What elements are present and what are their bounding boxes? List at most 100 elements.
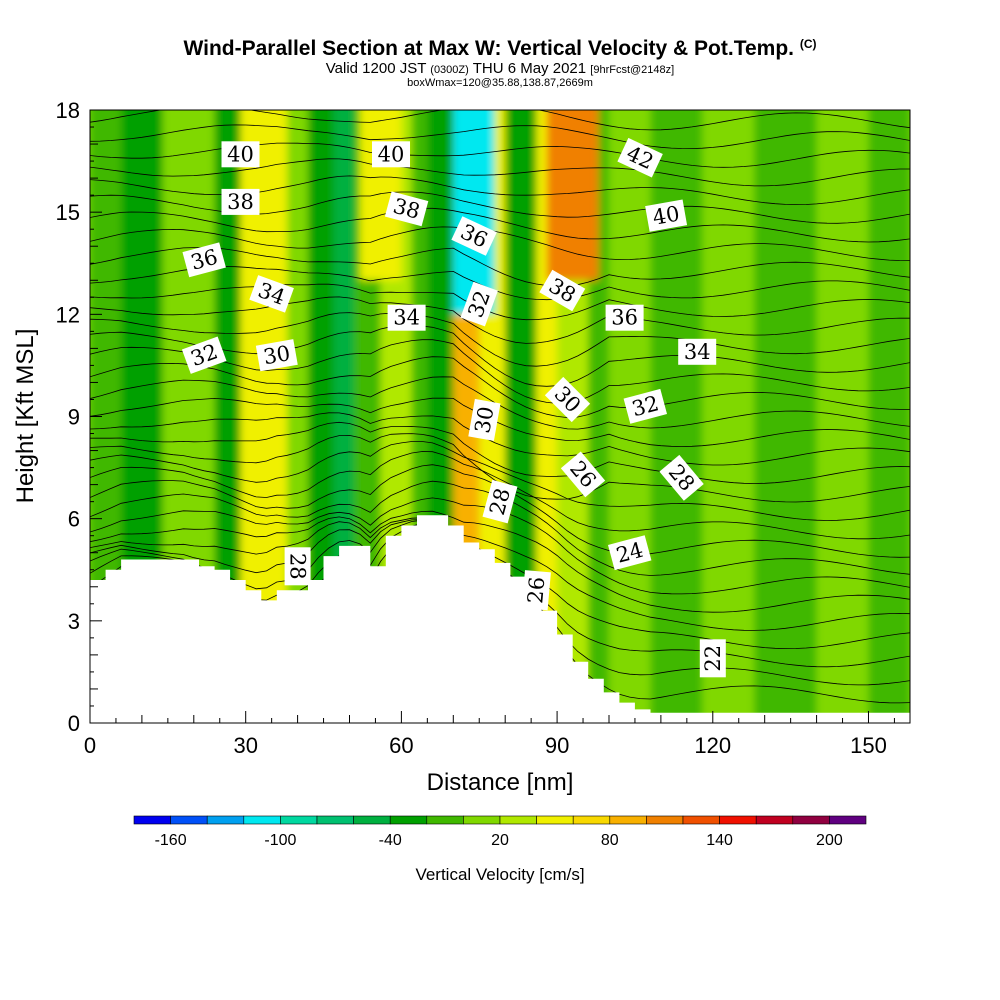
theta-label-text: 40 [651,201,681,229]
theta-contour-line [90,158,910,187]
theta-label: 40 [645,199,688,232]
theta-contour-line [90,356,910,419]
colorbar-swatch [646,815,684,825]
y-tick-label: 18 [56,98,80,123]
theta-contour-line [90,226,910,261]
theta-contour-line [90,339,910,404]
theta-label: 30 [468,398,501,441]
theta-label: 36 [182,242,226,278]
colorbar-tick-label: -40 [379,832,402,849]
colorbar-swatch [243,815,281,825]
colorbar-swatch [755,815,794,825]
colorbar-swatch [170,815,208,825]
theta-label: 28 [284,547,311,586]
valid-time: Valid 1200 JST [325,60,427,77]
theta-contour-line [90,451,910,540]
y-tick-label: 9 [68,405,80,430]
colorbar-swatch [133,815,171,825]
theta-contour-line [90,247,910,287]
terrain-profile [90,515,910,723]
colorbar-swatch [389,815,428,825]
theta-label: 28 [482,479,518,524]
y-tick-label: 6 [68,507,80,532]
theta-contour-line [90,266,910,301]
theta-label: 38 [221,188,260,215]
colorbar-swatch [792,815,830,825]
theta-label-text: 30 [262,341,292,369]
theta-label: 26 [521,570,551,611]
theta-label-text: 30 [470,405,498,435]
theta-label-text: 40 [378,142,405,166]
theta-contour-line [90,412,910,466]
chart-title: Wind-Parallel Section at Max W: Vertical… [0,37,1000,61]
colorbar-swatch [719,815,757,825]
colorbar-tick-label: 80 [601,832,619,849]
theta-label: 36 [605,304,644,331]
theta-contour-line [90,110,910,131]
box-info: boxWmax=120@35.88,138.87,2669m [407,77,593,89]
y-axis: 0 3 6 9 12 15 18 [56,98,102,736]
colorbar-swatch [463,815,501,825]
velocity-band [816,110,869,723]
colorbar-tick-label: -160 [155,832,187,849]
valid-utc: (0300Z) [430,64,469,76]
theta-label: 34 [678,338,717,365]
chart-subtitle: Valid 1200 JST (0300Z) THU 6 May 2021 [9… [0,60,1000,77]
theta-contour-line [90,296,910,344]
theta-contour-line [90,441,910,521]
colorbar-swatch [206,815,245,825]
terrain-mask [90,515,910,723]
velocity-core [359,110,402,281]
colorbar-swatch [829,815,867,825]
theta-label-text: 40 [227,142,254,166]
colorbar-swatch [572,815,611,825]
colorbar-swatch [426,815,464,825]
theta-label-text: 28 [286,553,310,580]
colorbar-swatch [353,815,391,825]
theta-contour-line [90,283,910,321]
theta-contour-line [90,325,910,387]
x-axis-label: Distance [nm] [427,769,574,796]
colorbar-swatch [316,815,354,825]
velocity-band [650,110,703,723]
theta-label-text: 38 [227,190,254,214]
colorbar: -160 -100 -40 20 80 140 200 [133,815,867,849]
velocity-band [868,110,910,723]
colorbar-swatch [609,815,647,825]
theta-label: 30 [255,339,298,372]
velocity-core [546,110,599,281]
theta-contour-line [90,207,910,243]
y-tick-label: 3 [68,609,80,634]
theta-label: 38 [384,191,429,227]
theta-label: 22 [699,639,726,678]
y-tick-label: 0 [68,711,80,736]
y-tick-label: 15 [56,200,80,225]
colorbar-tick-label: -100 [264,832,296,849]
chart-title-main: Wind-Parallel Section at Max W: Vertical… [183,37,794,60]
theta-contour-line [90,397,910,447]
theta-label-text: 22 [701,645,725,672]
theta-contour-line [90,421,910,484]
velocity-band [702,110,755,723]
theta-label: 40 [372,141,410,168]
colorbar-label: Vertical Velocity [cm/s] [415,865,584,884]
colorbar-tick-label: 140 [706,832,733,849]
x-tick-label: 120 [694,733,731,758]
copyright-mark: (C) [799,37,817,51]
forecast-info: [9hrFcst@2148z] [590,64,675,76]
colorbar-swatch [682,815,720,825]
x-tick-label: 0 [84,733,96,758]
x-tick-label: 150 [850,733,887,758]
theta-label-text: 34 [684,340,711,364]
theta-label-text: 34 [393,306,420,330]
theta-contour-line [90,124,910,150]
theta-contour-line [90,510,910,613]
theta-contour-line [90,519,910,650]
x-tick-label: 60 [389,733,413,758]
theta-label: 32 [623,388,668,424]
colorbar-swatch [280,815,318,825]
theta-contour-line [90,517,910,631]
colorbar-tick-label: 200 [816,832,843,849]
x-axis: 0 30 60 90 120 150 [84,711,895,758]
